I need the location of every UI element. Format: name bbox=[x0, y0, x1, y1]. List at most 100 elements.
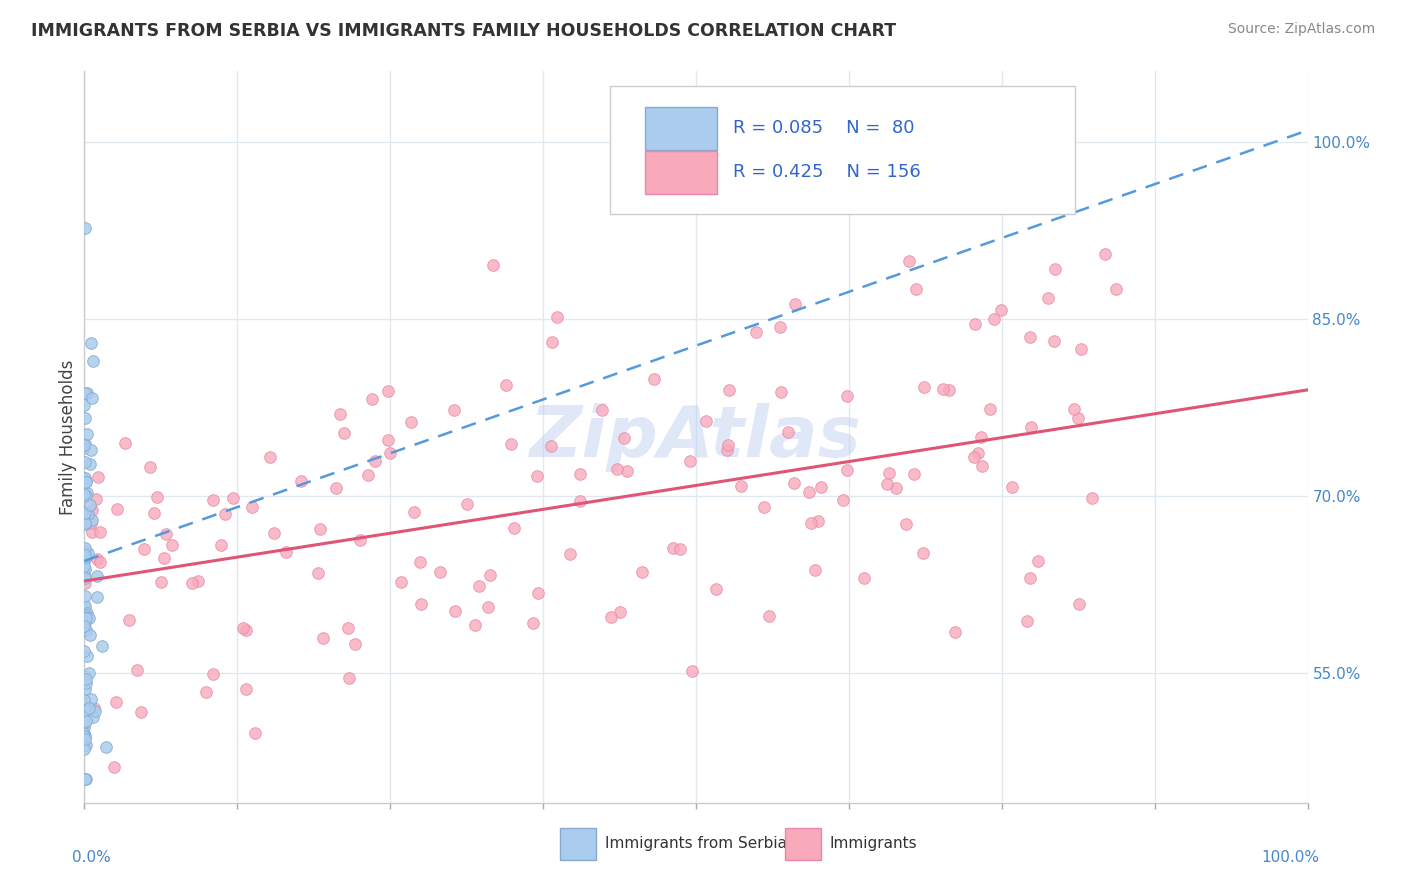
Point bbox=[378, 446, 401, 460]
Point bbox=[443, 403, 465, 417]
Text: IMMIGRANTS FROM SERBIA VS IMMIGRANTS FAMILY HOUSEHOLDS CORRELATION CHART: IMMIGRANTS FROM SERBIA VS IMMIGRANTS FAM… bbox=[31, 22, 896, 40]
Point bbox=[73, 508, 96, 522]
Point bbox=[606, 461, 628, 475]
Point bbox=[243, 726, 266, 740]
Point bbox=[73, 487, 96, 501]
Point bbox=[911, 546, 934, 560]
Point bbox=[972, 458, 994, 473]
Point bbox=[1094, 246, 1116, 260]
Point bbox=[73, 441, 96, 455]
Point bbox=[76, 648, 98, 663]
Point bbox=[337, 621, 360, 635]
Point bbox=[894, 517, 917, 532]
Point bbox=[152, 551, 174, 566]
Point bbox=[82, 513, 104, 527]
Point bbox=[404, 505, 426, 519]
Point bbox=[541, 334, 564, 349]
Point bbox=[82, 354, 104, 368]
Point bbox=[180, 575, 202, 590]
Point bbox=[546, 310, 568, 324]
Point bbox=[716, 442, 738, 457]
Point bbox=[1043, 334, 1066, 348]
Point bbox=[478, 567, 501, 582]
Point bbox=[75, 411, 97, 425]
Point bbox=[339, 672, 361, 686]
Point bbox=[810, 480, 832, 494]
Point bbox=[409, 555, 432, 569]
Point bbox=[526, 469, 548, 483]
Point bbox=[804, 563, 827, 577]
Point bbox=[82, 710, 104, 724]
Point bbox=[1001, 480, 1024, 494]
Point bbox=[80, 336, 103, 351]
Point bbox=[329, 407, 352, 421]
Point bbox=[90, 639, 112, 653]
Point bbox=[76, 427, 98, 442]
Text: R = 0.085    N =  80: R = 0.085 N = 80 bbox=[733, 120, 914, 137]
Point bbox=[73, 729, 96, 743]
Point bbox=[73, 599, 96, 613]
Point bbox=[616, 464, 638, 478]
Point bbox=[125, 663, 148, 677]
Point bbox=[80, 503, 103, 517]
Point bbox=[499, 436, 522, 450]
Point bbox=[75, 548, 97, 562]
Point bbox=[800, 516, 823, 530]
Point bbox=[1017, 614, 1039, 628]
Text: ZipAtlas: ZipAtlas bbox=[530, 402, 862, 472]
Point bbox=[75, 610, 97, 624]
Point bbox=[77, 665, 100, 680]
Point bbox=[114, 436, 136, 450]
Point bbox=[73, 731, 96, 746]
Point bbox=[669, 541, 692, 556]
Point bbox=[932, 383, 955, 397]
Point bbox=[75, 576, 97, 591]
Point bbox=[613, 431, 636, 445]
Point bbox=[643, 372, 665, 386]
Point bbox=[782, 476, 804, 491]
Point bbox=[481, 259, 503, 273]
Point bbox=[965, 317, 987, 331]
Point bbox=[139, 460, 162, 475]
Point bbox=[560, 547, 582, 561]
Point bbox=[209, 538, 232, 552]
Point bbox=[75, 517, 97, 532]
Point bbox=[75, 703, 97, 717]
Point bbox=[73, 543, 96, 558]
Point bbox=[79, 499, 101, 513]
Point bbox=[943, 625, 966, 640]
Point bbox=[831, 492, 853, 507]
Point bbox=[377, 433, 399, 447]
Point bbox=[679, 453, 702, 467]
FancyBboxPatch shape bbox=[644, 107, 717, 150]
Y-axis label: Family Households: Family Households bbox=[59, 359, 77, 515]
Point bbox=[970, 430, 993, 444]
Point bbox=[150, 575, 173, 590]
Point bbox=[235, 681, 257, 696]
Point bbox=[94, 740, 117, 755]
Point bbox=[75, 489, 97, 503]
Point bbox=[1021, 419, 1043, 434]
Point bbox=[343, 637, 366, 651]
Point bbox=[75, 676, 97, 690]
Point bbox=[75, 221, 97, 235]
Point bbox=[202, 492, 225, 507]
Point bbox=[89, 525, 111, 540]
Point bbox=[399, 415, 422, 429]
Point bbox=[681, 664, 703, 678]
Point bbox=[1081, 491, 1104, 506]
Point bbox=[361, 392, 384, 407]
Text: 0.0%: 0.0% bbox=[72, 850, 111, 865]
Text: Source: ZipAtlas.com: Source: ZipAtlas.com bbox=[1227, 22, 1375, 37]
Point bbox=[967, 446, 990, 460]
Point bbox=[73, 506, 96, 520]
Point bbox=[77, 545, 100, 559]
Point bbox=[73, 609, 96, 624]
Point bbox=[76, 508, 98, 522]
Point bbox=[1070, 342, 1092, 356]
Point bbox=[979, 402, 1001, 417]
Point bbox=[938, 383, 960, 397]
Point bbox=[429, 565, 451, 579]
Point bbox=[591, 403, 613, 417]
Point bbox=[704, 582, 727, 597]
